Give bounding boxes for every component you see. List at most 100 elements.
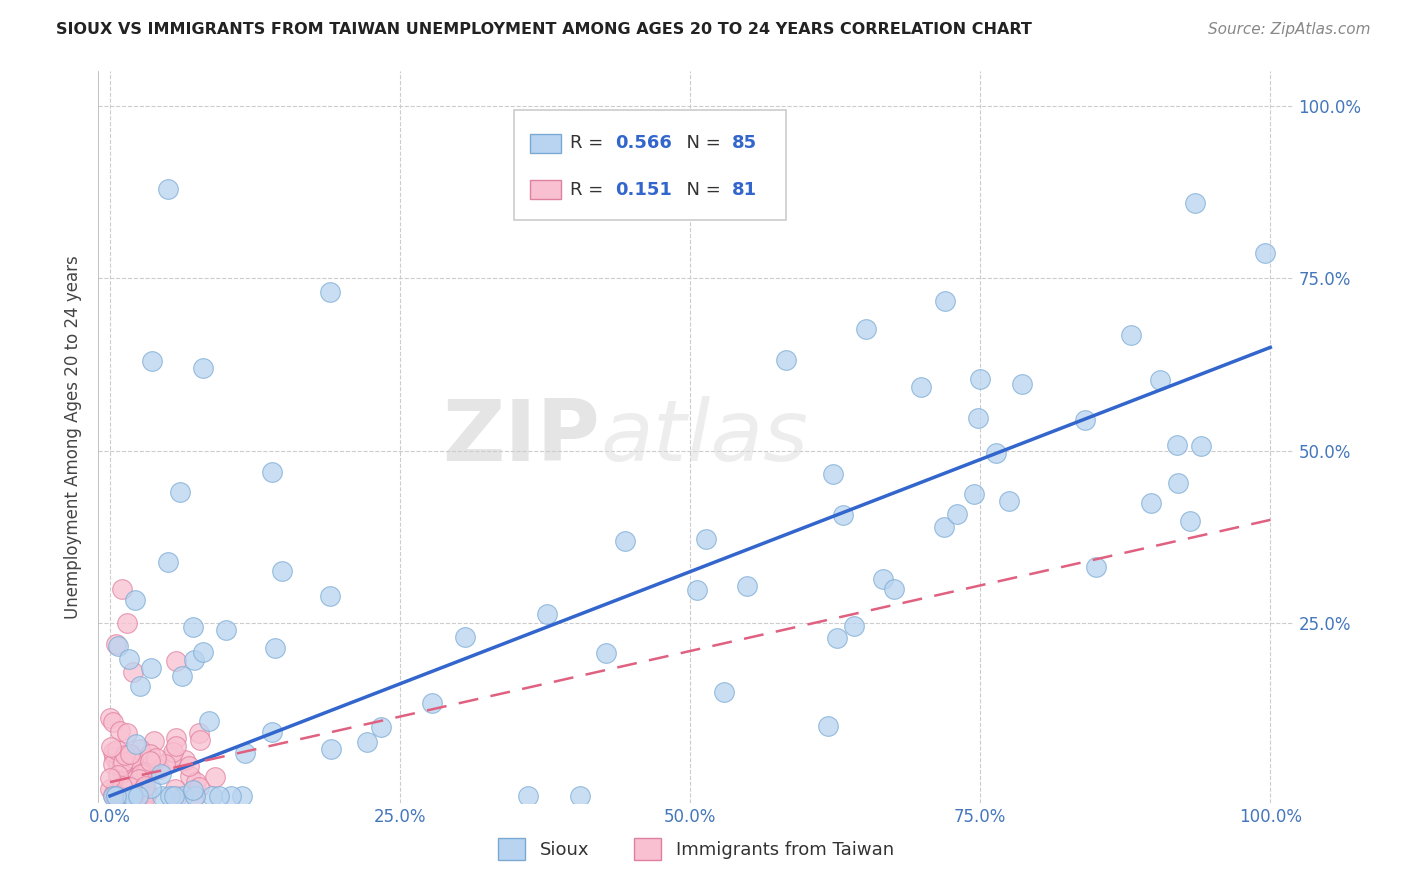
Point	[932, 520, 955, 534]
Point	[832, 508, 855, 522]
Point	[517, 789, 540, 803]
Text: N =: N =	[675, 135, 727, 153]
Point	[233, 746, 256, 760]
Text: R =: R =	[569, 180, 609, 199]
Point	[127, 789, 149, 803]
Point	[420, 697, 443, 711]
Text: Source: ZipAtlas.com: Source: ZipAtlas.com	[1208, 22, 1371, 37]
Point	[191, 361, 214, 376]
Point	[111, 758, 134, 772]
Point	[107, 789, 129, 803]
Point	[139, 754, 162, 768]
Point	[183, 620, 205, 634]
Point	[139, 661, 162, 675]
Point	[188, 733, 211, 747]
Point	[131, 764, 153, 778]
Point	[842, 618, 865, 632]
Point	[713, 684, 735, 698]
Point	[118, 652, 141, 666]
Point	[104, 637, 127, 651]
Point	[129, 781, 152, 796]
Point	[172, 789, 194, 803]
Point	[98, 772, 121, 786]
Point	[101, 745, 124, 759]
Point	[159, 789, 181, 803]
Text: SIOUX VS IMMIGRANTS FROM TAIWAN UNEMPLOYMENT AMONG AGES 20 TO 24 YEARS CORRELATI: SIOUX VS IMMIGRANTS FROM TAIWAN UNEMPLOY…	[56, 22, 1032, 37]
Point	[204, 770, 226, 784]
Y-axis label: Unemployment Among Ages 20 to 24 years: Unemployment Among Ages 20 to 24 years	[65, 255, 83, 619]
Point	[128, 772, 150, 786]
Point	[139, 780, 162, 795]
Point	[114, 748, 136, 763]
Point	[169, 485, 191, 500]
Point	[872, 572, 894, 586]
Point	[129, 767, 152, 781]
Point	[219, 789, 242, 803]
Point	[825, 631, 848, 645]
Point	[208, 789, 231, 803]
Point	[124, 593, 146, 607]
Point	[108, 789, 131, 803]
Point	[128, 679, 150, 693]
Point	[101, 715, 124, 730]
Point	[142, 734, 165, 748]
Point	[166, 789, 188, 803]
Point	[105, 789, 128, 803]
Point	[134, 780, 156, 795]
Point	[108, 724, 131, 739]
Point	[817, 719, 839, 733]
Point	[111, 582, 134, 596]
Point	[270, 564, 292, 578]
Point	[141, 353, 163, 368]
Point	[103, 789, 125, 803]
Text: 0.566: 0.566	[614, 135, 672, 153]
Point	[157, 182, 180, 196]
Point	[934, 294, 956, 309]
Point	[128, 742, 150, 756]
Point	[125, 789, 148, 803]
Point	[104, 789, 127, 803]
Point	[775, 353, 797, 368]
Point	[153, 756, 176, 771]
Point	[188, 726, 211, 740]
Point	[121, 789, 143, 803]
Point	[1189, 439, 1212, 453]
Point	[986, 446, 1008, 460]
Point	[1140, 496, 1163, 510]
Point	[103, 750, 125, 764]
Point	[319, 742, 342, 756]
Text: 0.151: 0.151	[614, 180, 672, 199]
Point	[179, 769, 201, 783]
Point	[150, 789, 173, 803]
Point	[135, 789, 157, 803]
Point	[201, 789, 224, 803]
Point	[162, 745, 184, 759]
Point	[197, 714, 219, 728]
Point	[264, 641, 287, 656]
Point	[262, 465, 284, 479]
Point	[122, 751, 145, 765]
Point	[1178, 514, 1201, 528]
Point	[129, 789, 152, 803]
Point	[134, 780, 156, 794]
Point	[145, 751, 167, 765]
Point	[111, 780, 134, 794]
Point	[98, 711, 121, 725]
Point	[134, 789, 156, 803]
Point	[910, 380, 932, 394]
Point	[124, 737, 146, 751]
Point	[370, 720, 392, 734]
Point	[136, 752, 159, 766]
Point	[101, 789, 124, 803]
Point	[695, 532, 717, 546]
Point	[122, 789, 145, 803]
Point	[454, 630, 477, 644]
Point	[139, 747, 162, 762]
Point	[100, 739, 122, 754]
Point	[111, 766, 134, 780]
Point	[181, 783, 204, 797]
Point	[174, 753, 197, 767]
Point	[356, 735, 378, 749]
Point	[1184, 196, 1206, 211]
Point	[101, 756, 124, 771]
